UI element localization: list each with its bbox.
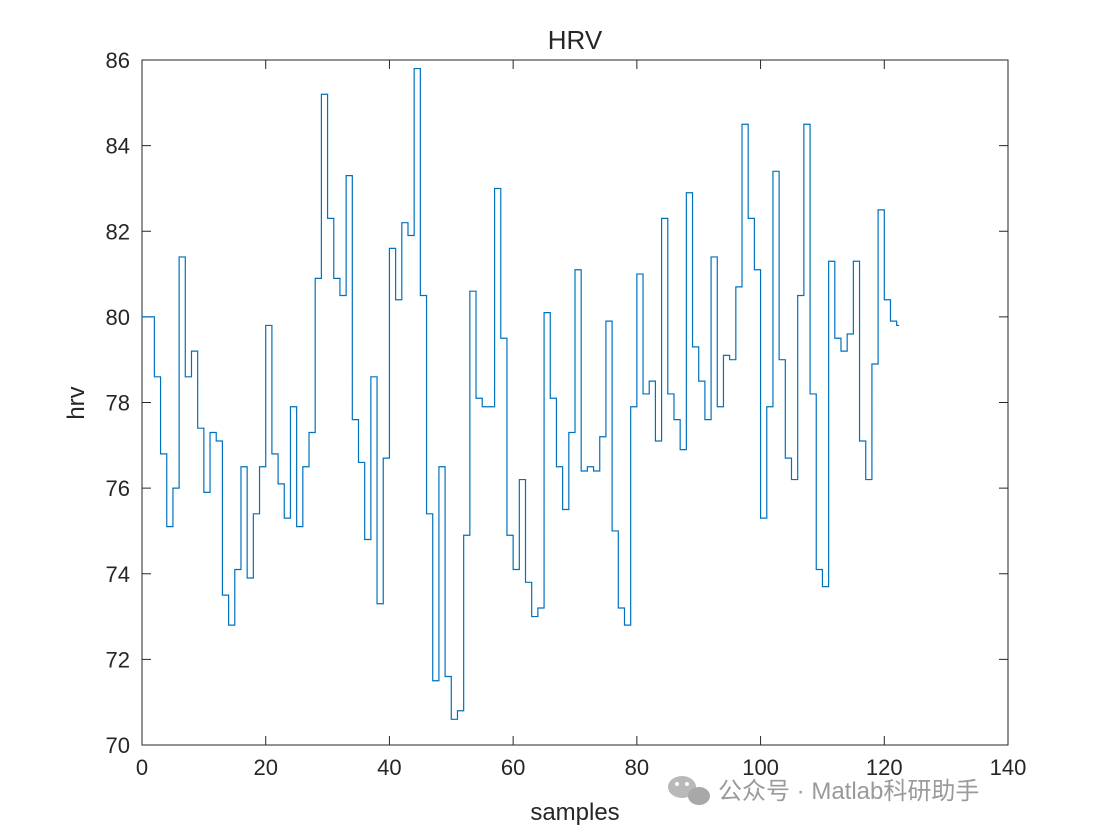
series-hrv-line: [142, 67, 900, 720]
x-tick-labels: 0 20 40 60 80 100 120 140: [136, 755, 1026, 780]
y-tick-label: 78: [106, 391, 130, 416]
y-tick-label: 74: [106, 562, 130, 587]
y-tick-label: 86: [106, 48, 130, 73]
x-tick-label: 120: [866, 755, 903, 780]
wechat-icon: [668, 776, 710, 805]
x-tick-label: 100: [742, 755, 779, 780]
y-tick-labels: 70 72 74 76 78 80 82 84 86: [106, 48, 130, 758]
y-tick-label: 70: [106, 733, 130, 758]
y-tick-label: 82: [106, 219, 130, 244]
y-axis-label: hrv: [63, 386, 90, 419]
x-tick-label: 60: [501, 755, 525, 780]
y-tick-label: 80: [106, 305, 130, 330]
chart-title: HRV: [548, 25, 603, 55]
y-tick-label: 76: [106, 476, 130, 501]
watermark-text: 公众号 · Matlab科研助手: [718, 778, 979, 805]
watermark: 公众号 · Matlab科研助手: [668, 776, 979, 805]
y-tick-label: 72: [106, 647, 130, 672]
x-tick-label: 140: [990, 755, 1027, 780]
x-tick-label: 20: [253, 755, 277, 780]
x-tick-label: 40: [377, 755, 401, 780]
x-tick-label: 80: [625, 755, 649, 780]
x-axis-label: samples: [530, 799, 619, 826]
x-tick-label: 0: [136, 755, 148, 780]
y-tick-label: 84: [106, 134, 130, 159]
axis-ticks: [141, 59, 1009, 746]
